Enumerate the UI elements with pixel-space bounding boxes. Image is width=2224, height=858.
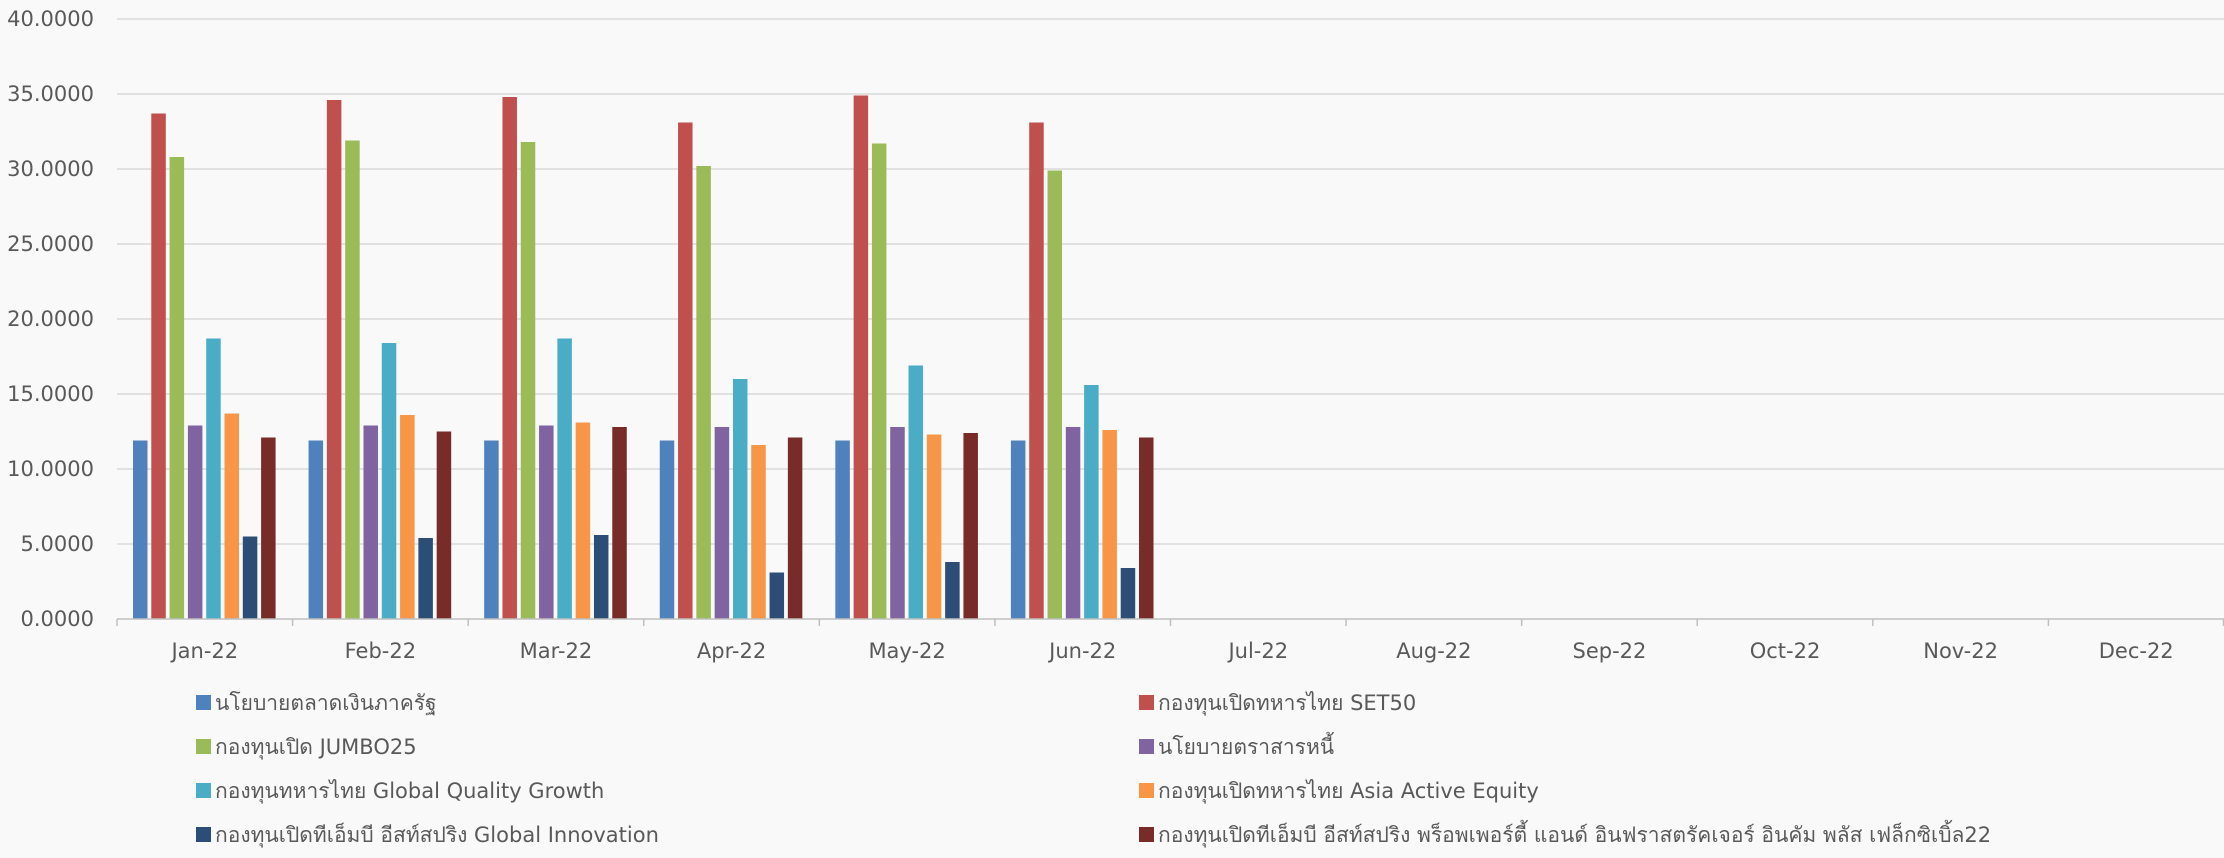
bar xyxy=(502,97,517,619)
legend-label: กองทุนเปิดทีเอ็มบี อีสท์สปริง พร็อพเพอร์… xyxy=(1158,820,1991,848)
bar xyxy=(714,427,730,619)
legend-item: กองทุนเปิดทีเอ็มบี อีสท์สปริง Global Inn… xyxy=(196,821,659,848)
legend-item: นโยบายตลาดเงินภาครัฐ xyxy=(196,691,437,715)
legend-swatch xyxy=(1139,695,1154,710)
legend-label: กองทุนเปิดทหารไทย SET50 xyxy=(1158,691,1416,716)
bar xyxy=(381,343,397,619)
legend-swatch xyxy=(196,739,211,754)
bar xyxy=(696,166,711,619)
y-tick-label: 15.0000 xyxy=(7,382,94,406)
bar xyxy=(436,431,452,619)
bar xyxy=(1120,568,1136,619)
bar xyxy=(593,535,609,619)
bar xyxy=(261,437,276,619)
legend-item: นโยบายตราสารหนี้ xyxy=(1139,732,1334,759)
bar xyxy=(1102,430,1117,619)
x-tick-label: Jul-22 xyxy=(1226,639,1288,663)
x-tick-label: Feb-22 xyxy=(345,639,416,663)
legend-item: กองทุนทหารไทย Global Quality Growth xyxy=(196,779,604,804)
bar xyxy=(945,562,960,619)
y-tick-label: 40.0000 xyxy=(7,7,94,31)
legend-label: กองทุนเปิด JUMBO25 xyxy=(215,735,417,760)
x-tick-label: Aug-22 xyxy=(1396,639,1471,663)
legend-swatch xyxy=(196,783,211,798)
legend-item: กองทุนเปิดทหารไทย Asia Active Equity xyxy=(1139,779,1539,804)
bar xyxy=(169,157,185,619)
gridlines xyxy=(117,18,2224,545)
bar xyxy=(787,437,803,619)
bar xyxy=(1139,437,1154,619)
y-tick-label: 35.0000 xyxy=(7,82,94,106)
bar xyxy=(326,100,342,619)
bar xyxy=(835,440,850,619)
bar xyxy=(908,365,924,619)
bar xyxy=(1010,440,1026,619)
bar xyxy=(853,95,869,619)
bar xyxy=(151,113,166,619)
legend-item: กองทุนเปิด JUMBO25 xyxy=(196,735,417,760)
bar xyxy=(1065,427,1081,619)
bar xyxy=(751,445,766,619)
bar xyxy=(1047,170,1063,619)
bar xyxy=(308,440,324,619)
axes: 0.0000 5.0000 10.0000 15.0000 20.0000 25.0000… xyxy=(7,7,2224,663)
x-tick-label: Oct-22 xyxy=(1750,639,1821,663)
bar xyxy=(1029,122,1044,619)
x-tick-label: Jan-22 xyxy=(169,639,238,663)
bar xyxy=(575,422,591,619)
x-tick-label: Dec-22 xyxy=(2099,639,2174,663)
bar xyxy=(557,338,572,619)
legend-label: กองทุนเปิดทีเอ็มบี อีสท์สปริง Global Inn… xyxy=(215,821,659,848)
bar xyxy=(926,434,942,619)
bar xyxy=(242,536,258,619)
legend-label: กองทุนทหารไทย Global Quality Growth xyxy=(215,779,604,804)
x-tick-label: Sep-22 xyxy=(1573,639,1647,663)
legend-item: กองทุนเปิดทีเอ็มบี อีสท์สปริง พร็อพเพอร์… xyxy=(1139,820,1991,848)
y-tick-label: 10.0000 xyxy=(7,457,94,481)
legend-label: นโยบายตราสารหนี้ xyxy=(1158,732,1334,759)
legend: นโยบายตลาดเงินภาครัฐ กองทุนเปิดทหารไทย SE… xyxy=(196,691,1991,848)
x-tick-label: Mar-22 xyxy=(520,639,593,663)
bar xyxy=(187,425,203,619)
bars xyxy=(133,95,1154,619)
y-tick-label: 25.0000 xyxy=(7,232,94,256)
bar xyxy=(678,122,693,619)
legend-label: นโยบายตลาดเงินภาครัฐ xyxy=(215,691,437,715)
bar xyxy=(224,413,239,619)
bar xyxy=(133,440,148,619)
bar xyxy=(400,415,415,619)
legend-swatch xyxy=(196,695,211,710)
bar xyxy=(871,143,887,619)
bar xyxy=(539,425,554,619)
bar xyxy=(1084,385,1099,619)
legend-item: กองทุนเปิดทหารไทย SET50 xyxy=(1139,691,1416,716)
legend-label: กองทุนเปิดทหารไทย Asia Active Equity xyxy=(1158,779,1539,804)
y-tick-label: 20.0000 xyxy=(7,307,94,331)
bar xyxy=(363,425,378,619)
x-tick-label: Jun-22 xyxy=(1047,639,1116,663)
bar xyxy=(345,140,360,619)
x-tick-label: May-22 xyxy=(868,639,945,663)
bar xyxy=(659,440,675,619)
bar xyxy=(612,427,627,619)
y-tick-label: 5.0000 xyxy=(21,532,94,556)
legend-swatch xyxy=(1139,739,1154,754)
y-tick-label: 30.0000 xyxy=(7,157,94,181)
bar xyxy=(732,379,748,619)
bar xyxy=(963,433,978,619)
bar xyxy=(520,142,536,619)
legend-swatch xyxy=(1139,827,1154,842)
bar xyxy=(769,572,785,619)
bar xyxy=(418,538,433,619)
legend-swatch xyxy=(196,827,211,842)
bar xyxy=(890,427,905,619)
bar xyxy=(206,338,221,619)
x-tick-label: Nov-22 xyxy=(1923,639,1998,663)
x-tick-label: Apr-22 xyxy=(697,639,766,663)
y-tick-label: 0.0000 xyxy=(21,607,94,631)
bar xyxy=(484,440,499,619)
legend-swatch xyxy=(1139,783,1154,798)
